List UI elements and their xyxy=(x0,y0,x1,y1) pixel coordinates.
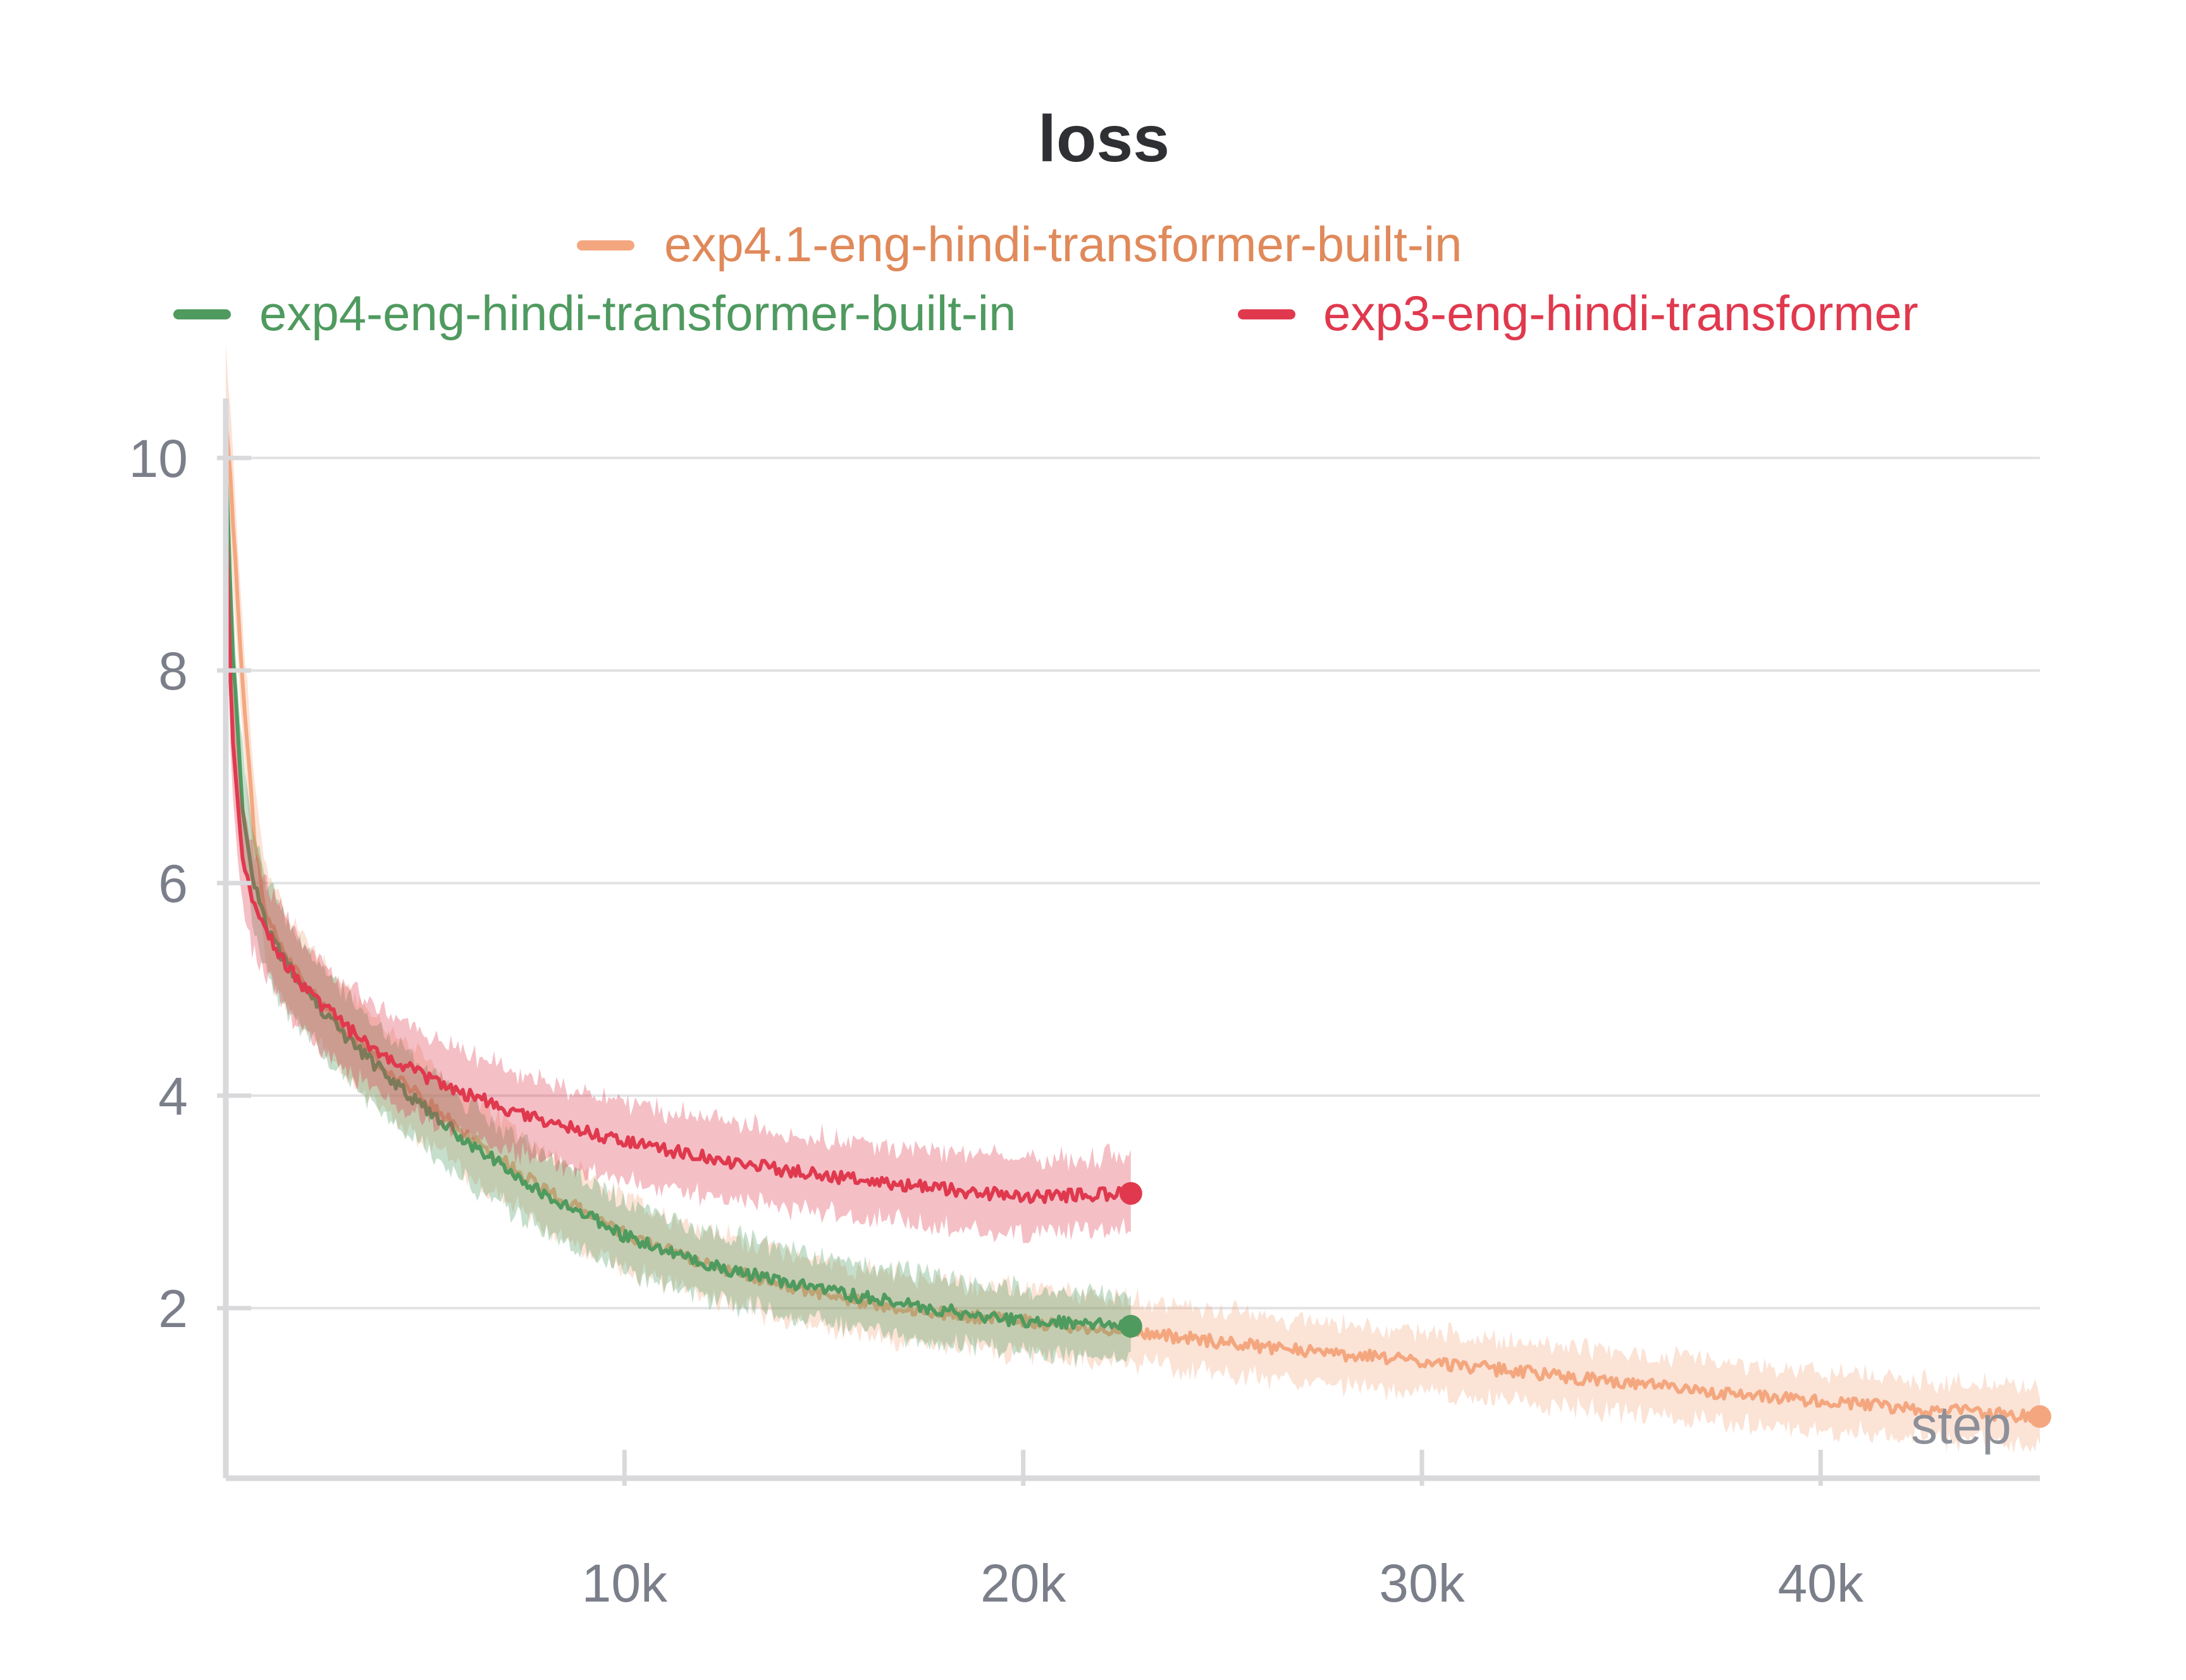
chart-title: loss xyxy=(1038,102,1170,176)
x-tick-label-20k: 20k xyxy=(980,1553,1066,1613)
line-exp4 xyxy=(224,452,1132,1333)
y-tick-label-10: 10 xyxy=(129,429,188,488)
y-tick-label-8: 8 xyxy=(158,641,188,701)
band-exp4-1 xyxy=(226,343,2040,1454)
legend-item-exp3[interactable]: exp3-eng-hindi-transformer xyxy=(1238,285,1918,341)
series-area xyxy=(224,343,2051,1454)
legend-item-exp4-1[interactable]: exp4.1-eng-hindi-transformer-built-in xyxy=(577,216,1462,272)
endpoint-exp4-1[interactable] xyxy=(2029,1405,2051,1428)
line-exp3 xyxy=(224,499,1132,1204)
series-exp4 xyxy=(224,404,1142,1368)
legend: exp4.1-eng-hindi-transformer-built-in ex… xyxy=(173,216,1918,341)
x-axis-label: step xyxy=(1911,1395,2011,1455)
endpoint-exp3[interactable] xyxy=(1119,1182,1142,1205)
legend-item-exp4[interactable]: exp4-eng-hindi-transformer-built-in xyxy=(173,285,1016,341)
x-tick-label-40k: 40k xyxy=(1778,1553,1864,1613)
grid xyxy=(226,457,2040,1310)
y-tick-label-6: 6 xyxy=(158,854,188,913)
legend-label-exp3: exp3-eng-hindi-transformer xyxy=(1323,285,1918,341)
line-exp4-1 xyxy=(224,417,2041,1423)
endpoint-exp4[interactable] xyxy=(1119,1314,1142,1338)
band-exp3 xyxy=(226,431,1131,1244)
ticks: 2 4 6 8 10 10k 20k 30k 40k xyxy=(129,429,1864,1613)
x-tick-label-30k: 30k xyxy=(1379,1553,1465,1613)
y-tick-label-2: 2 xyxy=(158,1279,188,1338)
x-tick-label-10k: 10k xyxy=(582,1553,668,1613)
series-exp4-1 xyxy=(224,343,2051,1454)
legend-label-exp4-1: exp4.1-eng-hindi-transformer-built-in xyxy=(664,216,1462,272)
y-tick-label-4: 4 xyxy=(158,1066,188,1126)
legend-label-exp4: exp4-eng-hindi-transformer-built-in xyxy=(259,285,1016,341)
axes xyxy=(223,398,2040,1481)
series-exp3 xyxy=(224,431,1142,1244)
